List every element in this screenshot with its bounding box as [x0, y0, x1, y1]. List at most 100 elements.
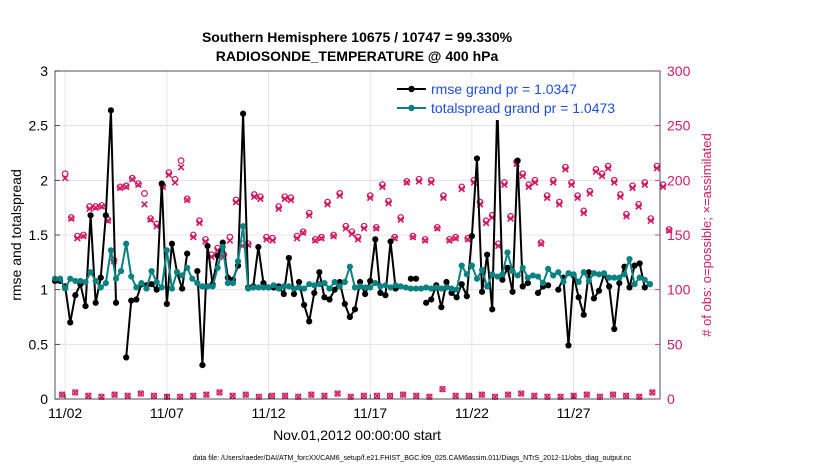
totalspread-point [382, 282, 389, 289]
obs-low-possible-marker [504, 391, 512, 398]
rmse-point [641, 284, 648, 291]
totalspread-point [112, 275, 120, 282]
rmse-point [311, 289, 318, 297]
totalspread-point [179, 272, 186, 279]
obs-low-possible-marker [177, 393, 184, 400]
rmse-point [301, 301, 308, 309]
obs-possible-marker [403, 178, 411, 185]
totalspread-point [387, 284, 394, 291]
totalspread-point [102, 280, 109, 287]
obs-assimilated-marker [80, 232, 87, 240]
obs-assimilated-marker [647, 217, 655, 225]
totalspread-point [534, 273, 542, 280]
totalspread-point [590, 270, 598, 277]
rmse-point [504, 264, 511, 271]
obs-low-assimilated-marker [111, 391, 118, 398]
obs-low-possible-marker [386, 392, 394, 399]
totalspread-point [484, 283, 491, 290]
footer-data-file: data file: /Users/raeder/DAI/ATM_forcXX/… [193, 455, 632, 462]
totalspread-line [55, 225, 651, 291]
totalspread-point [173, 269, 181, 276]
totalspread-point [560, 278, 567, 286]
totalspread-point [443, 284, 450, 291]
obs-assimilated-marker [379, 183, 386, 191]
totalspread-point [331, 278, 338, 286]
rmse-point [72, 292, 79, 299]
rmse-point [423, 299, 430, 306]
obs-assimilated-marker [153, 222, 161, 230]
totalspread-point [509, 267, 516, 275]
totalspread-point [616, 274, 623, 281]
obs-low-assimilated-marker [150, 392, 158, 400]
totalspread-point [453, 286, 460, 293]
rmse-point [128, 297, 135, 304]
obs-low-assimilated-marker [583, 391, 591, 398]
obs-assimilated-marker [549, 179, 557, 186]
totalspread-point [621, 271, 628, 278]
totalspread-point [285, 283, 292, 290]
obs-possible-marker [421, 235, 429, 243]
obs-assimilated-marker [531, 179, 539, 186]
totalspread-point [128, 273, 135, 280]
totalspread-point [433, 284, 440, 291]
obs-assimilated-marker [610, 179, 618, 186]
rmse-point [97, 274, 104, 281]
y-left-tick-label: 1.5 [29, 227, 49, 243]
rmse-point [611, 325, 618, 333]
rmse-point [280, 290, 287, 298]
totalspread-point [367, 284, 374, 291]
rmse-point [341, 300, 348, 307]
totalspread-point [575, 278, 582, 286]
totalspread-point [626, 255, 633, 263]
totalspread-point [138, 280, 145, 287]
obs-low-assimilated-marker [386, 392, 394, 400]
x-axis-label: Nov.01,2012 00:00:00 start [273, 427, 441, 443]
rmse-point [524, 280, 531, 287]
totalspread-point [646, 281, 653, 288]
obs-assimilated-marker [202, 238, 209, 245]
obs-assimilated-marker [281, 195, 289, 203]
obs-assimilated-marker [122, 183, 130, 191]
rmse-point [295, 278, 303, 286]
obs-low-assimilated-marker [360, 392, 368, 400]
obs-low-possible-marker [229, 392, 236, 399]
totalspread-point [184, 264, 191, 271]
obs-low-possible-marker [124, 392, 131, 399]
totalspread-point [611, 274, 618, 281]
totalspread-point [412, 285, 420, 292]
rmse-point [458, 281, 465, 288]
obs-low-possible-marker [242, 391, 249, 398]
obs-assimilated-marker [287, 196, 295, 204]
rmse-point [316, 269, 323, 276]
rmse-point [184, 250, 191, 257]
totalspread-point [529, 272, 536, 279]
rmse-point [92, 299, 99, 306]
rmse-point [448, 289, 455, 297]
obs-assimilated-marker [360, 225, 368, 232]
obs-low-possible-marker [334, 390, 341, 397]
obs-assimilated-marker [501, 181, 508, 189]
obs-assimilated-marker [183, 196, 191, 204]
obs-low-possible-marker [281, 392, 289, 399]
obs-low-assimilated-marker [85, 392, 92, 400]
obs-possible-marker [433, 223, 441, 231]
totalspread-point [326, 285, 333, 292]
obs-assimilated-marker [659, 183, 667, 191]
rmse-point [484, 251, 491, 258]
totalspread-point [438, 285, 445, 292]
obs-possible-marker [116, 183, 124, 191]
totalspread-point [463, 271, 470, 278]
obs-assimilated-marker [519, 172, 527, 180]
obs-low-assimilated-marker [622, 392, 630, 400]
rmse-point [219, 239, 226, 246]
totalspread-point [194, 280, 201, 287]
y-left-tick-label: 0.5 [29, 336, 49, 352]
totalspread-point [163, 247, 170, 254]
obs-low-possible-marker [373, 392, 381, 399]
totalspread-point [341, 278, 348, 286]
totalspread-point [214, 264, 221, 271]
obs-low-possible-marker [622, 392, 630, 399]
totalspread-point [301, 285, 308, 292]
obs-assimilated-marker [196, 219, 203, 227]
rmse-point [468, 232, 475, 240]
